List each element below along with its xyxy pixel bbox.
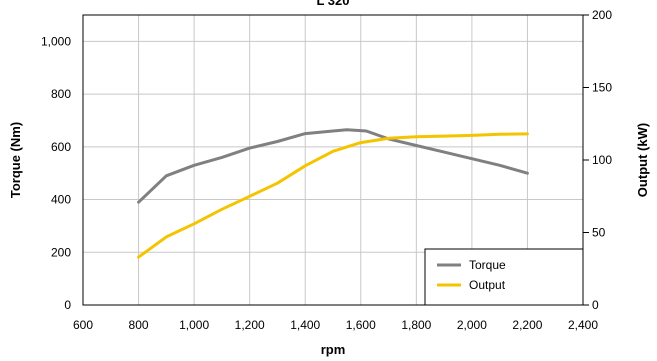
y-left-tick-label: 400 bbox=[51, 193, 71, 207]
x-tick-label: 2,400 bbox=[568, 318, 598, 332]
y-axis-right-title: Output (kW) bbox=[635, 123, 650, 197]
series-line-torque bbox=[137, 128, 529, 204]
y-left-tick-label: 600 bbox=[51, 140, 71, 154]
y-right-tick-label: 0 bbox=[592, 298, 599, 312]
grid bbox=[83, 15, 583, 305]
y-right-tick-label: 50 bbox=[592, 226, 606, 240]
y-axis-left-title: Torque (Nm) bbox=[8, 122, 23, 198]
axis-ticks: 600 800 1,000 1,200 1,400 1,600 1,800 2,000 2,20… bbox=[41, 8, 612, 332]
series-lines bbox=[137, 128, 529, 259]
series-line-output bbox=[137, 132, 529, 259]
y-left-tick-label: 0 bbox=[64, 298, 71, 312]
x-tick-label: 2,000 bbox=[457, 318, 487, 332]
x-axis-title: rpm bbox=[321, 342, 346, 357]
chart-title: L 320 bbox=[316, 0, 349, 8]
legend-box bbox=[424, 248, 584, 306]
legend: Torque Output bbox=[424, 248, 584, 306]
y-right-tick-label: 200 bbox=[592, 8, 612, 22]
x-tick-label: 1,200 bbox=[235, 318, 265, 332]
x-tick-label: 1,000 bbox=[179, 318, 209, 332]
x-tick-label: 1,600 bbox=[346, 318, 376, 332]
y-left-tick-label: 1,000 bbox=[41, 34, 71, 48]
x-tick-label: 1,400 bbox=[290, 318, 320, 332]
y-left-tick-label: 200 bbox=[51, 245, 71, 259]
y-left-tick-label: 800 bbox=[51, 87, 71, 101]
x-tick-label: 2,200 bbox=[512, 318, 542, 332]
y-right-tick-label: 100 bbox=[592, 153, 612, 167]
legend-label-output: Output bbox=[469, 278, 506, 292]
x-tick-label: 800 bbox=[129, 318, 149, 332]
y-right-tick-label: 150 bbox=[592, 81, 612, 95]
x-tick-label: 600 bbox=[73, 318, 93, 332]
legend-label-torque: Torque bbox=[469, 258, 506, 272]
x-tick-label: 1,800 bbox=[401, 318, 431, 332]
